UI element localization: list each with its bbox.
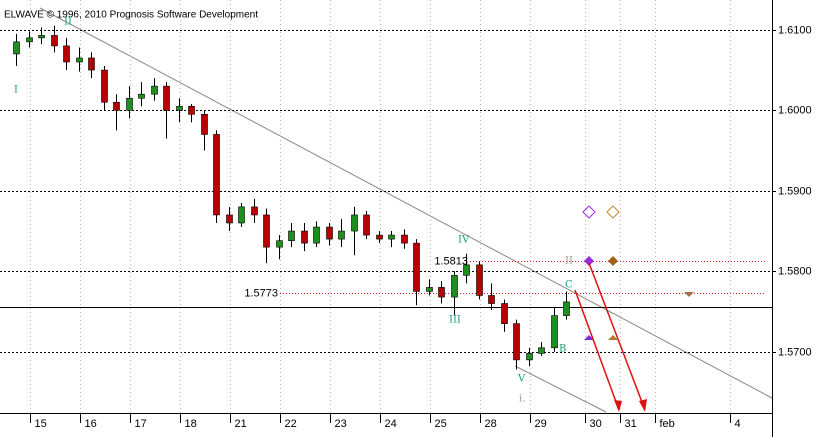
candle-body [251, 206, 258, 216]
y-tick-label: 1.5900 [778, 185, 812, 197]
candle-body [501, 303, 508, 324]
candle-body [513, 323, 520, 361]
candle-body [463, 264, 470, 276]
y-tick-label: 1.6100 [778, 24, 812, 36]
x-tick-label: 15 [35, 418, 47, 430]
candle-body [213, 134, 220, 216]
candle-body [26, 37, 33, 43]
wave-label: C [565, 280, 573, 291]
candle-body [401, 234, 408, 244]
target-marker [608, 256, 618, 266]
y-tick-label: 1.6000 [778, 104, 812, 116]
candle-body [138, 93, 145, 99]
candle-body [13, 41, 20, 55]
x-tick-label: 23 [335, 418, 347, 430]
target-marker [582, 205, 596, 219]
candle-body [538, 347, 545, 354]
x-tick-label: 17 [135, 418, 147, 430]
trend-line [514, 365, 607, 413]
candle-body [363, 214, 370, 236]
chart-title: ELWAVE © 1996, 2010 Prognosis Software D… [4, 10, 258, 21]
x-tick-label: 30 [590, 418, 602, 430]
target-marker [606, 205, 620, 219]
arrow [588, 262, 646, 411]
candle-body [276, 240, 283, 248]
candle-body [51, 35, 58, 47]
candle-body [238, 206, 245, 224]
x-tick-label: 29 [535, 418, 547, 430]
projections [574, 205, 694, 412]
arrow-head [614, 400, 622, 412]
x-tick-label: 21 [235, 418, 247, 430]
candle-body [426, 287, 433, 292]
candle-body [288, 230, 295, 242]
candle-body [226, 214, 233, 224]
x-tick-label: 24 [385, 418, 397, 430]
y-tick-label: 1.5800 [778, 265, 812, 277]
wave-label: V [517, 374, 526, 385]
wave-label: I [14, 85, 18, 96]
wave-label: II [565, 256, 573, 267]
x-tick-label: 25 [435, 418, 447, 430]
candle-body [76, 57, 83, 63]
target-marker [584, 256, 594, 266]
candle-body [88, 57, 95, 71]
arrow-head [639, 399, 647, 412]
candle-body [63, 45, 70, 63]
candle-body [551, 315, 558, 349]
candle-body [163, 85, 170, 111]
candle-body [351, 214, 358, 232]
candle-body [326, 226, 333, 240]
x-tick-label: 22 [285, 418, 297, 430]
candle-body [313, 226, 320, 244]
wave-label: i. [519, 394, 525, 405]
wave-label: II [64, 17, 72, 28]
x-tick-label: 4 [735, 418, 741, 430]
target-marker [608, 335, 618, 340]
candle-body [338, 230, 345, 240]
wave-labels: I II III IV V B C i. II [14, 17, 573, 405]
candle-body [188, 105, 195, 115]
x-tick-label: 31 [625, 418, 637, 430]
candle-body [526, 353, 533, 361]
candle-body [301, 230, 308, 244]
wave-label: B [559, 344, 566, 355]
candle-body [263, 214, 270, 248]
candle-body [563, 301, 570, 316]
x-tick-label: 16 [85, 418, 97, 430]
target-marker [684, 292, 694, 297]
level-label: 1.5773 [244, 287, 278, 299]
target-marker [584, 335, 594, 340]
candle-body [388, 234, 395, 240]
arrow [574, 289, 620, 411]
candle-body [488, 295, 495, 304]
candle-body [101, 69, 108, 103]
level-label: 1.5813 [434, 255, 468, 267]
y-tick-label: 1.5700 [778, 346, 812, 358]
candle-body [151, 85, 158, 95]
candle-body [176, 105, 183, 111]
x-tick-label: 28 [485, 418, 497, 430]
candle-body [126, 97, 133, 111]
candle-body [201, 114, 208, 135]
candle-body [438, 287, 445, 298]
candle-body [113, 101, 120, 111]
candle-body [413, 242, 420, 292]
x-tick-label: feb [660, 418, 675, 430]
candle-body [476, 264, 483, 296]
trend-line [39, 7, 773, 399]
candle-body [451, 275, 458, 298]
x-tick-label: 18 [185, 418, 197, 430]
candle-body [376, 234, 383, 240]
candle-body [38, 35, 45, 39]
wave-label: IV [458, 235, 470, 246]
plot [0, 0, 772, 413]
wave-label: III [449, 315, 461, 326]
